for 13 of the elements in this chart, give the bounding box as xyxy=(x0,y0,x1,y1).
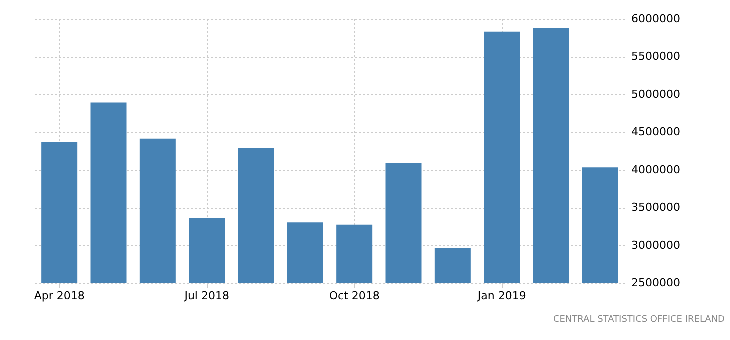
y-tick-label: 4000000 xyxy=(632,163,680,176)
x-tick-label: Oct 2018 xyxy=(329,290,380,302)
y-tick-label: 6000000 xyxy=(632,12,680,26)
y-tick-label: 5500000 xyxy=(632,50,680,64)
y-tick-label: 3000000 xyxy=(632,238,680,252)
x-tick-label: Jan 2019 xyxy=(476,290,526,302)
y-tick-label: 4500000 xyxy=(632,126,680,139)
text: CENTRAL STATISTICS OFFICE IRELAND xyxy=(553,315,726,325)
x-tick-label: Apr 2018 xyxy=(34,290,85,302)
x-tick-label: Jul 2018 xyxy=(184,290,230,302)
y-tick-label: 5000000 xyxy=(632,88,680,101)
y-tick-label: 3500000 xyxy=(632,201,680,214)
y-tick-label: 2500000 xyxy=(632,276,680,290)
